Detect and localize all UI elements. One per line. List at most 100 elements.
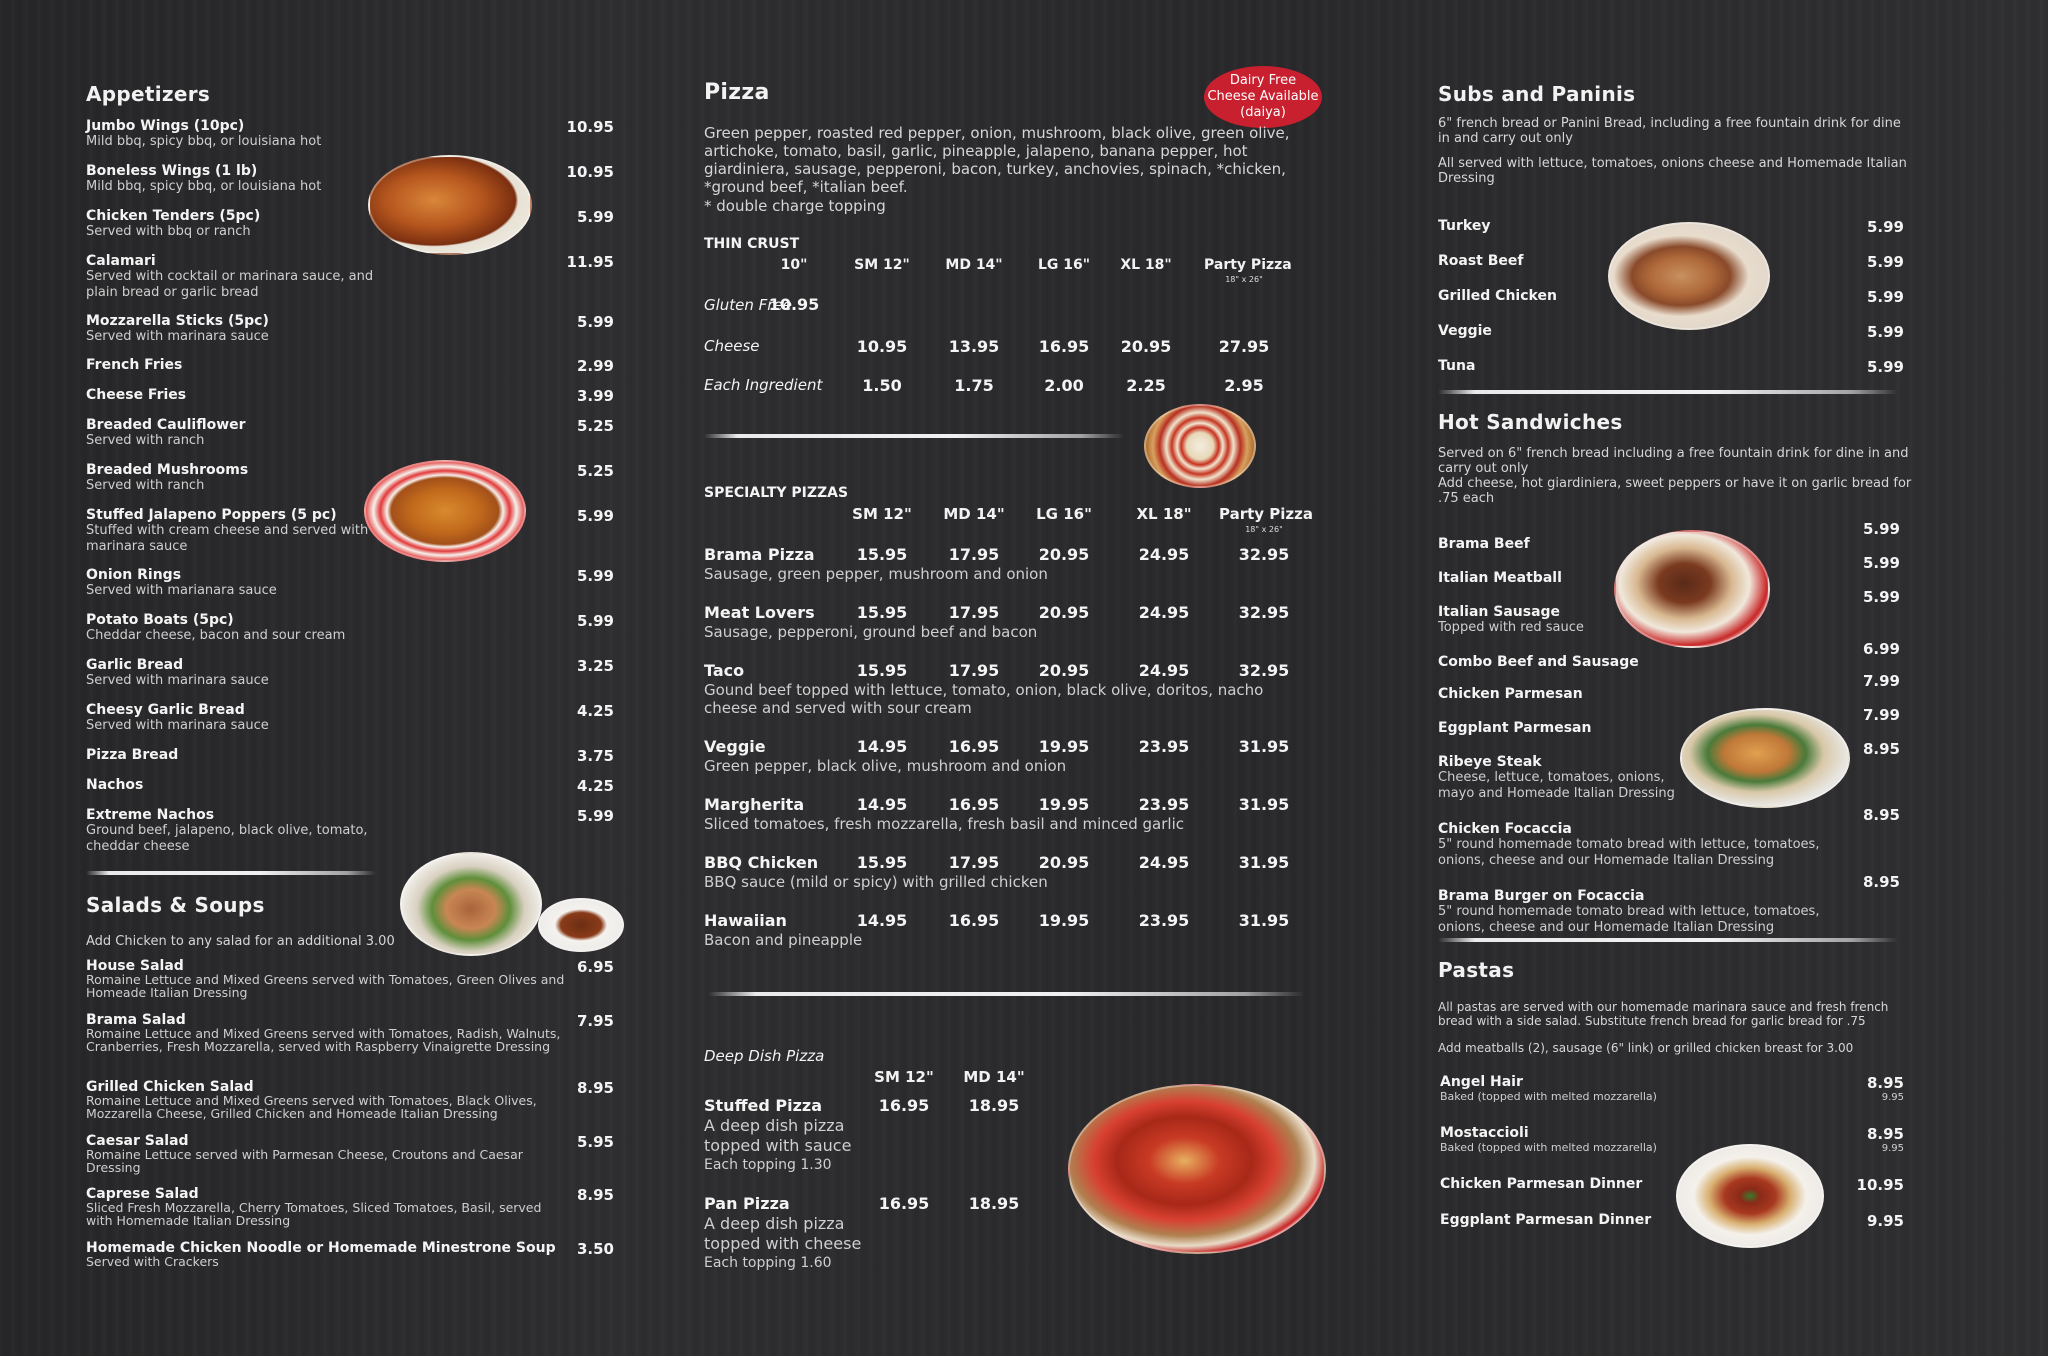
appetizer-name: French Fries <box>86 357 183 373</box>
size-header: SM 12" <box>852 505 912 523</box>
specialty-price: 24.95 <box>1138 853 1190 872</box>
pastas-desc-1: All pastas are served with our homemade … <box>1438 1000 1889 1028</box>
specialty-price: 32.95 <box>1238 603 1290 622</box>
specialty-price: 14.95 <box>856 911 908 930</box>
hot-sandwich-price: 7.99 <box>1862 672 1900 690</box>
appetizer-desc: Mild bbq, spicy bbq, or louisiana hot <box>86 179 322 194</box>
specialty-price: 20.95 <box>1038 603 1090 622</box>
specialty-price: 17.95 <box>948 661 1000 680</box>
appetizer-name: Breaded Cauliflower <box>86 417 246 433</box>
divider <box>1438 390 1898 394</box>
specialty-price: 15.95 <box>856 661 908 680</box>
specialty-name: Meat Lovers <box>704 603 815 622</box>
appetizer-desc: Ground beef, jalapeno, black olive, toma… <box>86 823 368 854</box>
size-header: Party Pizza <box>1204 257 1292 273</box>
sub-name: Veggie <box>1438 323 1492 339</box>
hot-sandwich-price: 8.95 <box>1862 740 1900 758</box>
appetizer-desc: Served with marinara sauce <box>86 329 269 344</box>
appetizer-price: 5.99 <box>576 567 614 585</box>
sub-price: 5.99 <box>1866 253 1904 271</box>
thin-price: 27.95 <box>1218 337 1270 356</box>
pasta-name: Chicken Parmesan Dinner <box>1440 1176 1643 1192</box>
specialty-price: 15.95 <box>856 545 908 564</box>
appetizer-price: 4.25 <box>576 777 614 795</box>
appetizer-desc: Mild bbq, spicy bbq, or louisiana hot <box>86 134 322 149</box>
appetizer-name: Extreme Nachos <box>86 807 215 823</box>
size-header: SM 12" <box>854 257 910 273</box>
thin-price: 1.75 <box>954 376 994 395</box>
salad-price: 8.95 <box>576 1079 614 1097</box>
specialty-price: 20.95 <box>1038 853 1090 872</box>
specialty-price: 31.95 <box>1238 911 1290 930</box>
pasta-name: Eggplant Parmesan Dinner <box>1440 1212 1652 1228</box>
salad-name: Caesar Salad <box>86 1133 189 1149</box>
size-header: LG 16" <box>1036 505 1092 523</box>
specialty-price: 15.95 <box>856 853 908 872</box>
specialty-name: BBQ Chicken <box>704 853 819 872</box>
deep-dish-desc: topped with sauce <box>704 1136 852 1155</box>
appetizer-desc: Served with ranch <box>86 478 205 493</box>
appetizer-name: Breaded Mushrooms <box>86 462 249 478</box>
pasta-price: 10.95 <box>1856 1176 1904 1194</box>
pasta-price-alt: 9.95 <box>1881 1143 1904 1154</box>
appetizer-price: 10.95 <box>566 118 614 136</box>
badge-line-1: Dairy Free <box>1229 73 1297 88</box>
hot-sandwich-name: Italian Meatball <box>1438 570 1562 586</box>
deep-dish-topping: Each topping 1.60 <box>704 1255 832 1271</box>
salads-note: Add Chicken to any salad for an addition… <box>86 934 395 949</box>
specialty-name: Brama Pizza <box>704 545 815 564</box>
appetizer-name: Cheese Fries <box>86 387 187 403</box>
specialty-price: 19.95 <box>1038 737 1090 756</box>
specialty-price: 24.95 <box>1138 661 1190 680</box>
appetizer-desc: Served with cocktail or marinara sauce, … <box>86 269 374 300</box>
deep-dish-photo <box>1068 1084 1326 1254</box>
thin-price: 13.95 <box>948 337 1000 356</box>
appetizer-name: Stuffed Jalapeno Poppers (5 pc) <box>86 507 337 523</box>
hot-sandwich-price: 5.99 <box>1862 588 1900 606</box>
hot-sandwich-name: Chicken Parmesan <box>1438 686 1583 702</box>
hot-sandwich-name: Ribeye Steak <box>1438 754 1542 770</box>
salads-title: Salads & Soups <box>86 893 265 917</box>
onion-rings-photo <box>364 460 526 562</box>
thin-price: 10.95 <box>856 337 908 356</box>
specialty-desc: Green pepper, black olive, mushroom and … <box>704 757 1067 775</box>
hot-sandwich-price: 8.95 <box>1862 806 1900 824</box>
specialty-price: 14.95 <box>856 795 908 814</box>
appetizer-name: Jumbo Wings (10pc) <box>86 118 245 134</box>
appetizer-desc: Served with marianara sauce <box>86 583 277 598</box>
soup-photo <box>538 898 624 952</box>
subs-title: Subs and Paninis <box>1438 82 1636 106</box>
salad-photo <box>400 852 542 956</box>
deep-dish-desc: A deep dish pizza <box>704 1116 845 1135</box>
appetizer-desc: Served with ranch <box>86 433 205 448</box>
specialty-price: 24.95 <box>1138 603 1190 622</box>
pasta-price: 8.95 <box>1866 1074 1904 1092</box>
specialty-price: 23.95 <box>1138 911 1190 930</box>
size-header: XL 18" <box>1136 505 1192 523</box>
hot-sandwiches-title: Hot Sandwiches <box>1438 410 1623 434</box>
specialty-name: Veggie <box>704 737 766 756</box>
salad-desc: Romaine Lettuce and Mixed Greens served … <box>86 972 565 1000</box>
appetizer-name: Mozzarella Sticks (5pc) <box>86 313 269 329</box>
hot-desc-2: Add cheese, hot giardiniera, sweet peppe… <box>1438 476 1912 506</box>
size-header: SM 12" <box>874 1068 934 1086</box>
salad-price: 7.95 <box>576 1012 614 1030</box>
divider <box>708 992 1304 996</box>
specialty-label: SPECIALTY PIZZAS <box>704 485 849 501</box>
appetizer-desc: Cheddar cheese, bacon and sour cream <box>86 628 346 643</box>
pasta-price-alt: 9.95 <box>1881 1092 1904 1103</box>
hot-sandwich-name: Brama Beef <box>1438 536 1530 552</box>
party-size: 18" x 26" <box>1225 275 1263 284</box>
specialty-desc: Sausage, green pepper, mushroom and onio… <box>704 565 1048 583</box>
appetizer-desc: Served with marinara sauce <box>86 673 269 688</box>
hot-sandwich-name: Brama Burger on Focaccia <box>1438 888 1645 904</box>
specialty-price: 19.95 <box>1038 911 1090 930</box>
appetizer-price: 5.25 <box>576 417 614 435</box>
specialty-price: 23.95 <box>1138 795 1190 814</box>
appetizer-price: 3.99 <box>576 387 614 405</box>
size-header: MD 14" <box>963 1068 1025 1086</box>
appetizer-price: 3.75 <box>576 747 614 765</box>
appetizer-desc: Served with bbq or ranch <box>86 224 251 239</box>
appetizer-price: 5.99 <box>576 313 614 331</box>
pizza-title: Pizza <box>704 80 770 105</box>
